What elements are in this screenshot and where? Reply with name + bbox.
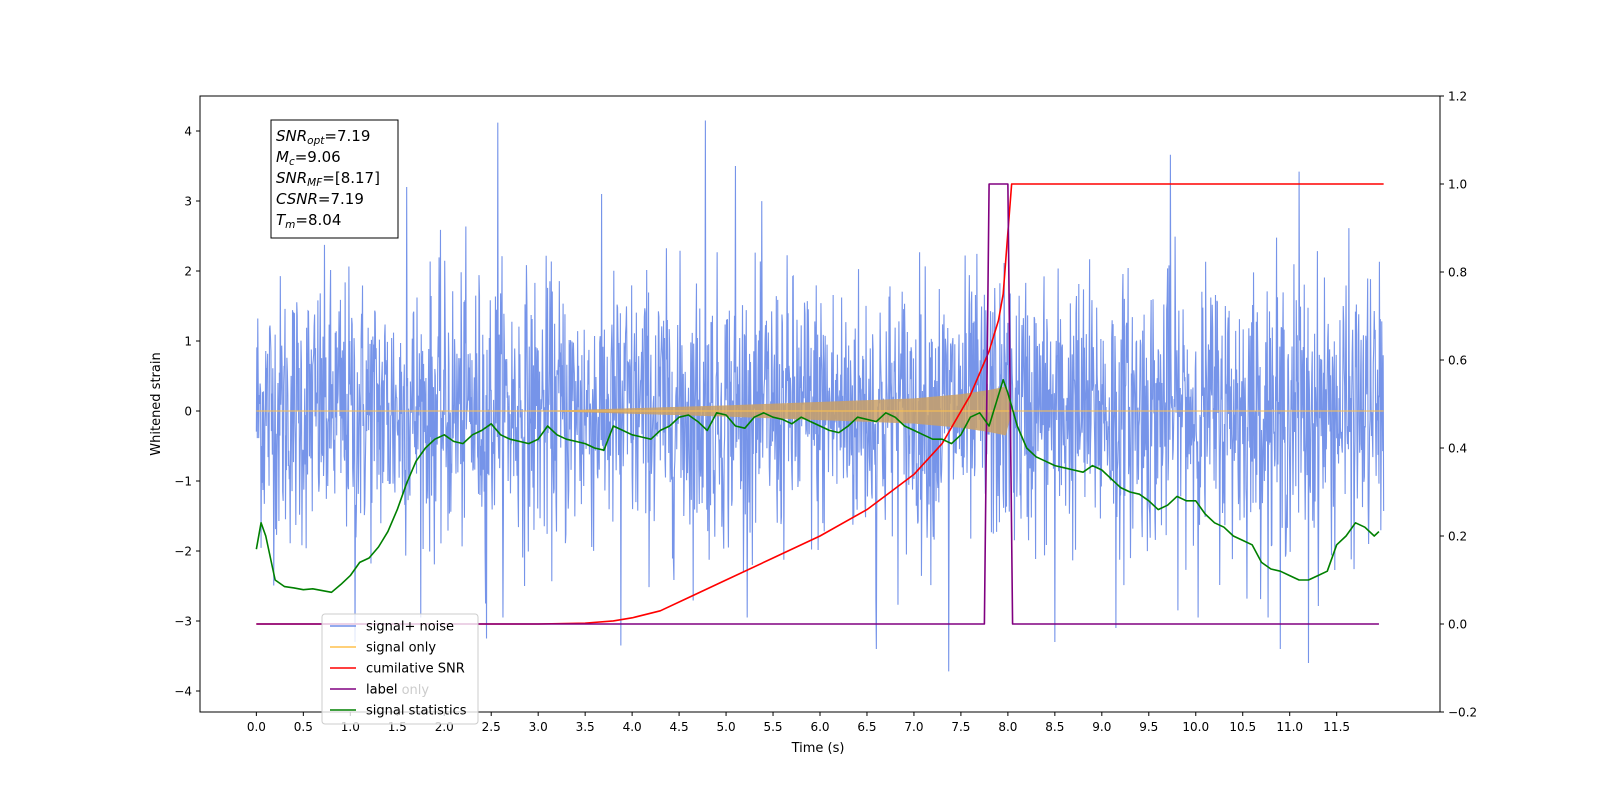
annotation-line: CSNR=7.19 — [276, 190, 364, 208]
series-line-label — [256, 183, 1379, 625]
series-line-cumilative-snr — [256, 183, 1384, 625]
legend: label only signal+ noise signal only cumila… — [321, 613, 479, 725]
x-tick-label: 7.5 — [951, 720, 970, 734]
legend-label: label — [366, 683, 397, 698]
legend-label: signal+ noise — [366, 620, 454, 635]
legend-frame — [321, 613, 479, 725]
x-tick-label: 3.0 — [529, 720, 548, 734]
y-tick-label: 0 — [184, 405, 192, 419]
x-axis-label: Time (s) — [791, 741, 845, 756]
y2-tick-label: 0.6 — [1448, 354, 1467, 368]
x-tick-label: 8.0 — [998, 720, 1017, 734]
y2-tick-label: −0.2 — [1448, 706, 1477, 720]
y2-tick-label: 1.0 — [1448, 178, 1467, 192]
annotation-line: SNRopt=7.19 — [276, 127, 370, 147]
annotation-line: Mc=9.06 — [276, 148, 341, 168]
y-tick-label: 4 — [184, 125, 192, 139]
y-tick-label: −2 — [174, 545, 192, 559]
x-tick-label: 0.5 — [294, 720, 313, 734]
y2-tick-label: 0.0 — [1448, 618, 1467, 632]
x-tick-label: 3.5 — [576, 720, 595, 734]
legend-label: signal only — [366, 641, 436, 656]
y2-tick-label: 1.2 — [1448, 90, 1467, 104]
x-tick-label: 0.0 — [247, 720, 266, 734]
x-tick-label: 5.5 — [763, 720, 782, 734]
x-tick-label: 5.0 — [717, 720, 736, 734]
x-tick-label: 11.0 — [1276, 720, 1303, 734]
y-tick-label: −1 — [174, 475, 192, 489]
series-layer — [255, 120, 1385, 672]
series-line-signal-noise — [255, 120, 1385, 672]
x-tick-label: 9.0 — [1092, 720, 1111, 734]
y-tick-label: 1 — [184, 335, 192, 349]
y-tick-label: 2 — [184, 265, 192, 279]
x-tick-label: 4.5 — [670, 720, 689, 734]
y-axis-label: Whitened strain — [149, 352, 164, 455]
y2-tick-label: 0.2 — [1448, 530, 1467, 544]
x-tick-label: 8.5 — [1045, 720, 1064, 734]
y-tick-label: 3 — [184, 195, 192, 209]
annotation-frame — [270, 119, 399, 239]
x-tick-label: 7.0 — [904, 720, 923, 734]
series-line-signal-statistics — [255, 378, 1380, 594]
x-tick-label: 4.0 — [623, 720, 642, 734]
annotation-line: SNRMF=[8.17] — [276, 169, 380, 189]
x-tick-label: 9.5 — [1139, 720, 1158, 734]
x-tick-label: 6.5 — [857, 720, 876, 734]
x-tick-label: 10.0 — [1182, 720, 1209, 734]
y2-tick-label: 0.8 — [1448, 266, 1467, 280]
x-tick-label: 2.5 — [482, 720, 501, 734]
x-tick-label: 6.0 — [810, 720, 829, 734]
legend-label: cumilative SNR — [366, 662, 465, 677]
y-tick-label: −4 — [174, 685, 192, 699]
y2-tick-label: 0.4 — [1448, 442, 1467, 456]
y-tick-label: −3 — [174, 615, 192, 629]
x-tick-label: 11.5 — [1323, 720, 1350, 734]
legend-label: signal statistics — [366, 704, 467, 719]
annotation-line: Tm=8.04 — [276, 211, 341, 231]
legend-hidden-text: label only — [366, 683, 429, 698]
x-tick-label: 10.5 — [1229, 720, 1256, 734]
axis-layer: 0.0 0.5 1.0 1.5 2.0 2.5 3.0 3.5 4.0 4.5 5.0 5.5 6.0 6… — [174, 90, 1477, 735]
